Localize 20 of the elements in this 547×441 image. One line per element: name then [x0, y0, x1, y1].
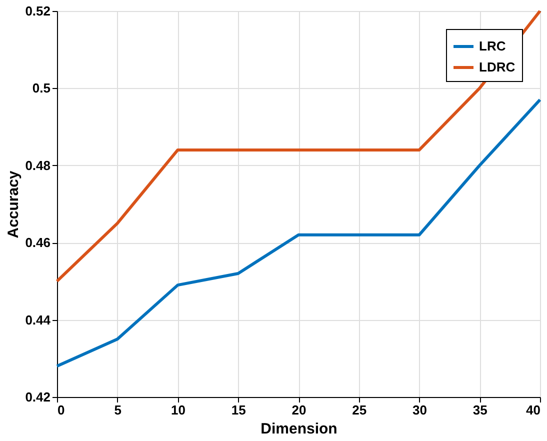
legend-label: LDRC — [479, 60, 516, 74]
y-tick-label: 0.52 — [25, 4, 50, 18]
y-tick-label: 0.46 — [25, 235, 50, 250]
x-tick-label: 5 — [114, 402, 122, 418]
x-tick-label: 40 — [526, 402, 540, 418]
x-tick-label: 15 — [231, 402, 246, 418]
line-series — [56, 98, 542, 368]
x-tick-label: 25 — [352, 402, 367, 418]
y-tick-label: 0.5 — [32, 80, 50, 96]
x-tick-label: 30 — [412, 402, 427, 418]
x-axis-title: Dimension — [260, 420, 338, 438]
y-tick-label: 0.48 — [25, 158, 50, 173]
x-tick-label: 35 — [472, 402, 488, 418]
y-tick-label: 0.42 — [25, 390, 50, 404]
y-tick-label: 0.44 — [25, 312, 52, 328]
legend-label: LRC — [479, 38, 506, 54]
x-tick-label: 0 — [58, 402, 65, 418]
x-tick-label: 10 — [171, 402, 186, 418]
y-axis-title: Accuracy — [5, 170, 22, 238]
x-tick-label: 20 — [292, 402, 306, 418]
